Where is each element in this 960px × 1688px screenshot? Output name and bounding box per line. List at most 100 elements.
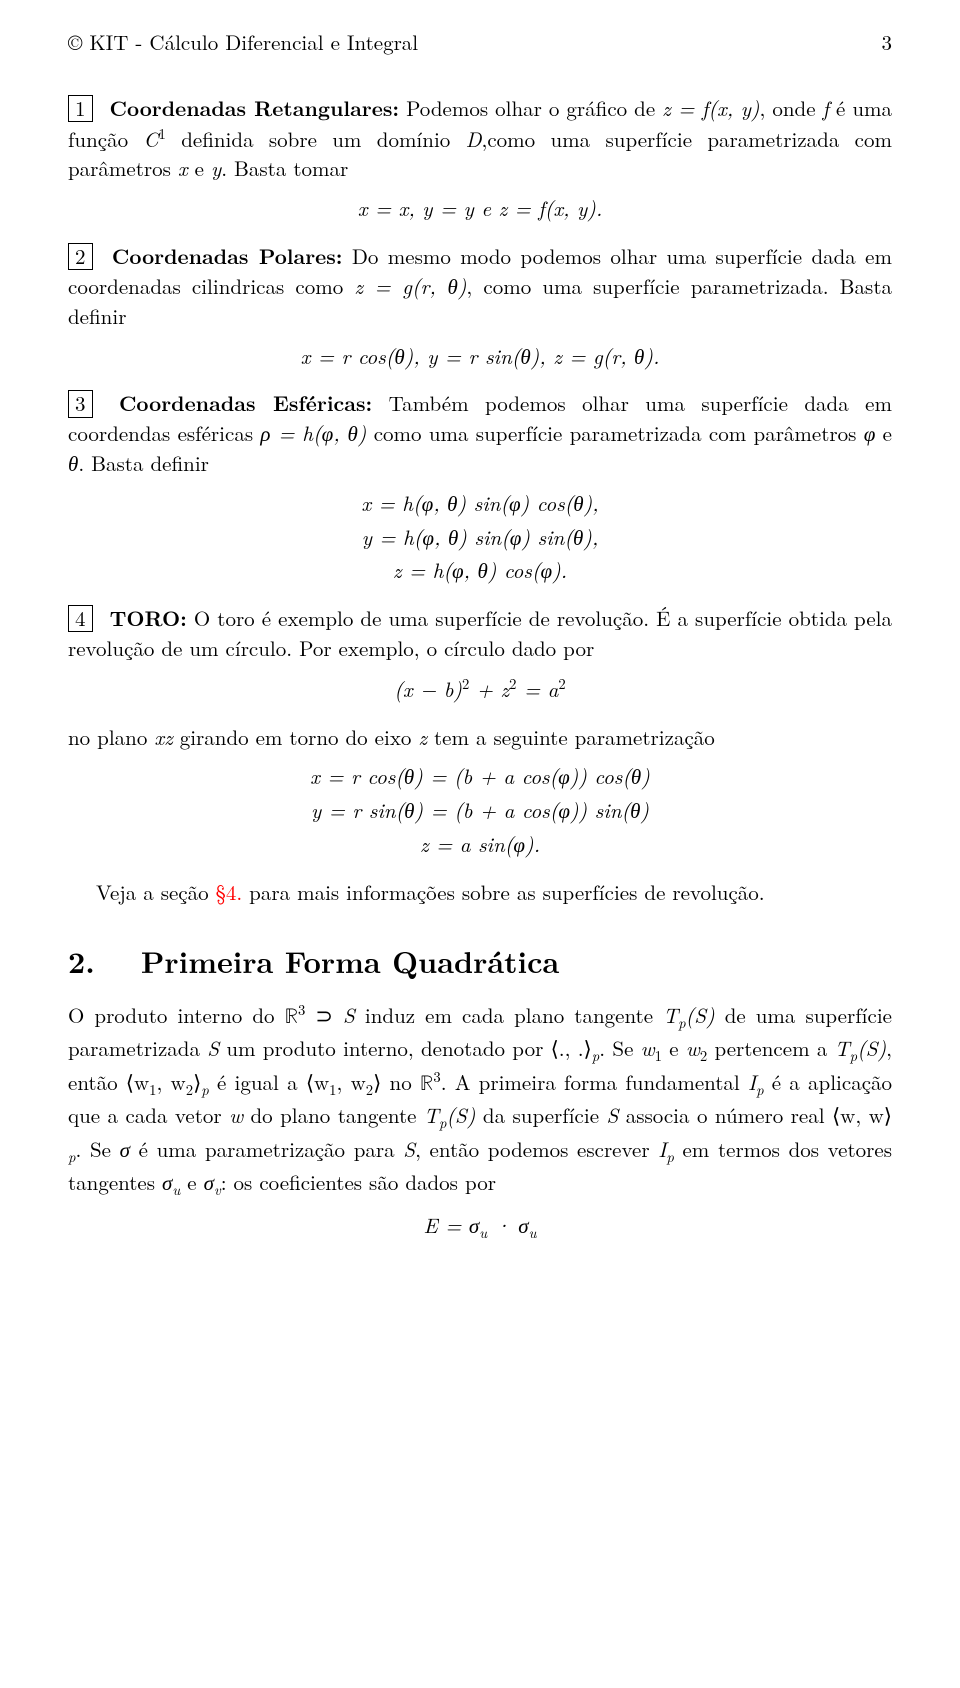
s2-o: da superfície — [475, 1100, 606, 1130]
item-spherical-coords: 3 Coordenadas Esféricas: Também podemos … — [68, 389, 892, 586]
item4-para-a: 4 TORO: O toro é exemplo de uma superfíc… — [68, 604, 892, 664]
s2-tp2-b: (S) — [857, 1033, 886, 1063]
s2-sup3b: 3 — [433, 1066, 440, 1087]
section-link[interactable]: §4. — [216, 877, 243, 907]
item4-eq3: y = r sin(θ) = (b + a cos(φ)) sin(θ) — [68, 796, 892, 826]
item4-math-b: xz — [154, 722, 172, 752]
s2-w2: w — [686, 1033, 700, 1063]
item4-text-c: girando em torno do eixo — [173, 722, 419, 752]
item1-math-f: y — [211, 153, 221, 183]
header-title: KIT - Cálculo Diferencial e Integral — [89, 27, 418, 57]
s2-brak3-sub: p — [68, 1146, 76, 1167]
item4-math-c: z — [418, 722, 427, 752]
s2-s: S — [343, 1000, 355, 1030]
s2-angle: ⟨., .⟩ — [551, 1033, 592, 1063]
item1-text-d: definida sobre um domínio — [166, 124, 466, 154]
s2-e: um produto interno, denotado por — [219, 1033, 551, 1063]
s2-brak2-s1: 1 — [329, 1080, 336, 1101]
item1-text-f: e — [188, 153, 211, 183]
eq1-sup3: 2 — [558, 673, 565, 694]
box-number-3: 3 — [68, 390, 93, 417]
item3-equations: x = h(φ, θ) sin(φ) cos(θ), y = h(φ, θ) s… — [68, 489, 892, 586]
s2-r3: ℝ — [285, 1007, 298, 1028]
s2-tp2-c: (S) — [446, 1100, 475, 1130]
s2-brak2b: , w — [337, 1067, 366, 1097]
item4-eq4: z = a sin(φ). — [68, 830, 892, 860]
eqE-sub2: u — [529, 1222, 537, 1243]
s2-tp-c: T — [424, 1100, 439, 1130]
s2-ip: I — [748, 1067, 756, 1097]
s2-brak1a: ⟨w — [126, 1067, 149, 1097]
item1-text-a: Podemos olhar o gráfico de — [406, 93, 662, 123]
item4-para-b: no plano xz girando em torno do eixo z t… — [68, 723, 892, 753]
item1-math-d: D — [466, 124, 482, 154]
s2-n: do plano tangente — [243, 1100, 424, 1130]
item3-math-a: ρ = h(φ, θ) — [260, 418, 366, 448]
s2-c: induz em cada plano tangente — [355, 1000, 663, 1030]
s2-p: associa o número real — [618, 1100, 832, 1130]
s2-r3b: ℝ — [420, 1074, 433, 1095]
eq1-c: = a — [516, 674, 558, 704]
s2-g: e — [662, 1033, 686, 1063]
s2-s4: S — [403, 1134, 415, 1164]
box-number-2: 2 — [68, 243, 93, 270]
s2-tp-sub: p — [678, 1012, 686, 1033]
s2-brak1b: , w — [157, 1067, 186, 1097]
item-rectangular-coords: 1 Coordenadas Retangulares: Podemos olha… — [68, 94, 892, 224]
s2-brak2-s2: 2 — [366, 1080, 373, 1101]
item3-math-b: φ — [864, 418, 876, 448]
s2-tp: T — [663, 1000, 678, 1030]
item3-eq3: z = h(φ, θ) cos(φ). — [68, 556, 892, 586]
box-number-1: 1 — [68, 95, 93, 122]
eq1-a: (x − b) — [394, 674, 462, 704]
item3-text-b: como uma superfície parametrizada com pa… — [366, 418, 863, 448]
item4-tail-a: Veja a seção — [96, 877, 216, 907]
item4-text-d: tem a seguinte parametrização — [427, 722, 715, 752]
s2-brak1-s1: 1 — [149, 1080, 156, 1101]
s2-sigu: σ — [162, 1167, 172, 1197]
s2-r: é uma parametrização para — [130, 1134, 403, 1164]
item-toro: 4 TORO: O toro é exemplo de uma superfíc… — [68, 604, 892, 908]
s2-ip2-sub: p — [666, 1146, 674, 1167]
item4-tail-b: para mais informações sobre as superfíci… — [242, 877, 764, 907]
item4-eq1: (x − b)2 + z2 = a2 — [68, 674, 892, 705]
s2-brak1-p: p — [201, 1080, 209, 1101]
item2-equation: x = r cos(θ), y = r sin(θ), z = g(r, θ). — [68, 342, 892, 372]
section-number: 2. — [68, 939, 95, 982]
s2-u: e — [180, 1167, 203, 1197]
item1-text-b: , onde — [760, 93, 823, 123]
item4-text-b: no plano — [68, 722, 154, 752]
s2-sigv: σ — [204, 1167, 214, 1197]
box-number-4: 4 — [68, 605, 93, 632]
s2-sigv-sub: v — [214, 1179, 221, 1200]
item4-text-a: O toro é exemplo de uma superfície de re… — [68, 603, 892, 663]
item4-eq2: x = r cos(θ) = (b + a cos(φ)) cos(θ) — [68, 762, 892, 792]
item3-eq2: y = h(φ, θ) sin(φ) sin(θ), — [68, 523, 892, 553]
item1-equation: x = x, y = y e z = f(x, y). — [68, 194, 892, 224]
item3-para: 3 Coordenadas Esféricas: Também podemos … — [68, 389, 892, 478]
s2-tp2: (S) — [686, 1000, 715, 1030]
s2-b: ⊃ — [305, 1000, 343, 1030]
item4-tail: Veja a seção §4. para mais informações s… — [68, 878, 892, 908]
s2-s: , então podemos escrever — [415, 1134, 658, 1164]
item4-equations: x = r cos(θ) = (b + a cos(φ)) cos(θ) y =… — [68, 762, 892, 859]
s2-tp-b: T — [835, 1033, 850, 1063]
s2-s3: S — [606, 1100, 618, 1130]
s2-brak1-s2: 2 — [186, 1080, 193, 1101]
eqE-mid: · σ — [487, 1210, 529, 1240]
item3-text-d: . Basta definir — [78, 448, 209, 478]
s2-k: no — [381, 1067, 420, 1097]
s2-brak2a: ⟨w — [306, 1067, 329, 1097]
s2-brak3: ⟨w, w⟩ — [832, 1100, 892, 1130]
item3-eq1: x = h(φ, θ) sin(φ) cos(θ), — [68, 489, 892, 519]
s2-l: . A primeira forma fundamental — [441, 1067, 748, 1097]
item2-para: 2 Coordenadas Polares: Do mesmo modo pod… — [68, 242, 892, 331]
page-number: 3 — [882, 28, 893, 58]
item1-math-e: x — [178, 153, 188, 183]
eqE-sub1: u — [479, 1222, 487, 1243]
item3-math-c: θ — [68, 448, 78, 478]
section-title: Primeira Forma Quadrática — [141, 939, 559, 982]
s2-a: O produto interno do — [68, 1000, 285, 1030]
item-polar-coords: 2 Coordenadas Polares: Do mesmo modo pod… — [68, 242, 892, 371]
s2-w1-sub: 1 — [655, 1046, 662, 1067]
